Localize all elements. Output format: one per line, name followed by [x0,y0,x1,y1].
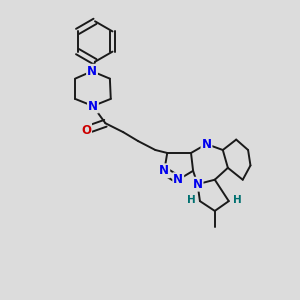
Text: N: N [159,164,169,177]
Text: N: N [87,65,97,78]
Text: N: N [88,100,98,112]
Text: O: O [81,124,91,136]
Text: H: H [187,195,196,205]
Text: N: N [173,173,183,186]
Text: H: H [233,195,242,205]
Text: N: N [202,138,212,151]
Text: N: N [193,178,202,191]
